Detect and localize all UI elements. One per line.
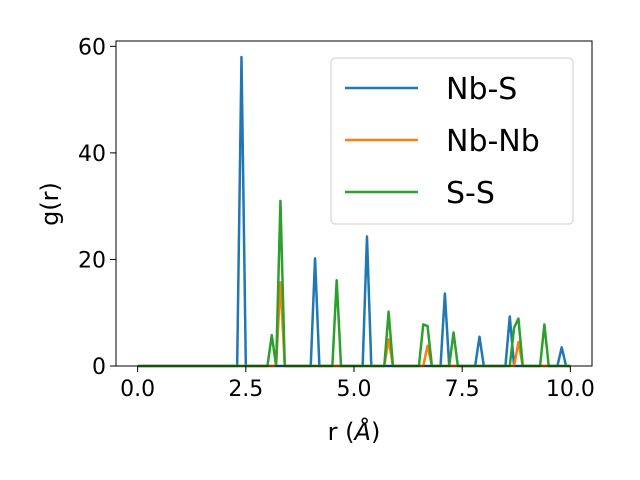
legend-items: Nb-S Nb-Nb S-S xyxy=(345,72,540,211)
y-axis: 0 20 40 60 xyxy=(78,35,116,380)
x-tick-label: 7.5 xyxy=(445,377,480,402)
x-tick-label: 2.5 xyxy=(228,377,263,402)
legend-label-nb-nb: Nb-Nb xyxy=(446,124,540,159)
legend: Nb-S Nb-Nb S-S xyxy=(330,57,574,225)
series-line-s-s xyxy=(137,199,571,368)
x-tick-label: 5.0 xyxy=(337,377,372,402)
legend-label-nb-s: Nb-S xyxy=(446,72,517,107)
x-tick-label: 0.0 xyxy=(120,377,155,402)
y-tick-label: 40 xyxy=(78,142,106,167)
y-tick-label: 60 xyxy=(78,35,106,60)
x-tick-label: 10.0 xyxy=(546,377,595,402)
y-tick-label: 20 xyxy=(78,248,106,273)
legend-box xyxy=(330,57,574,225)
legend-label-s-s: S-S xyxy=(446,176,495,211)
y-axis-label: g(r) xyxy=(36,182,64,226)
x-axis: 0.0 2.5 5.0 7.5 10.0 xyxy=(120,366,595,402)
x-axis-label: r (Å) xyxy=(328,417,381,446)
y-tick-label: 0 xyxy=(92,355,106,380)
